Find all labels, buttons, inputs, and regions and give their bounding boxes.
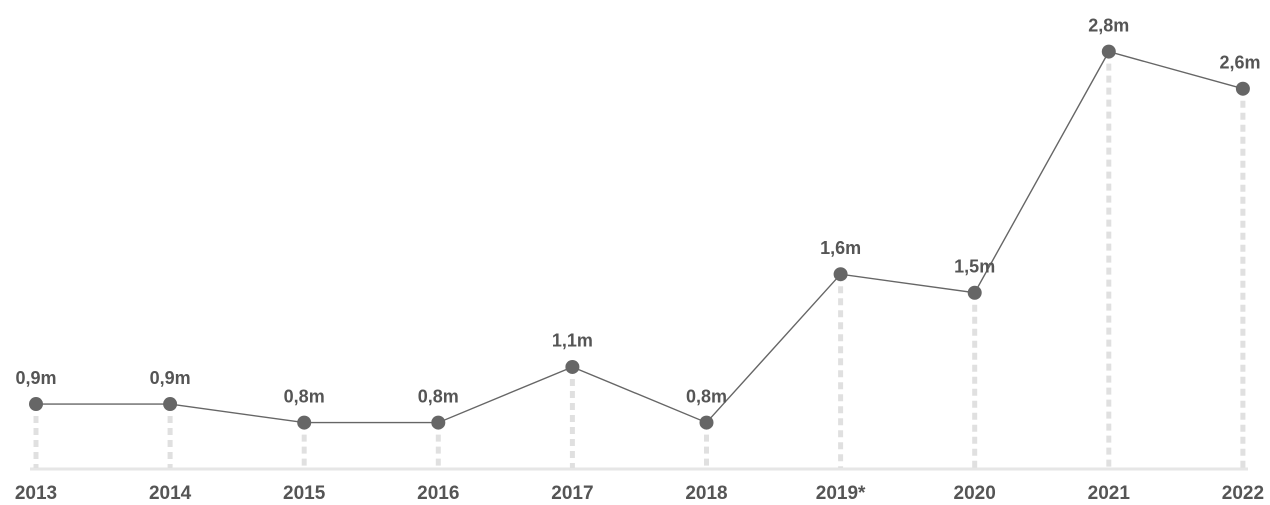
data-label: 0,9m [15,368,56,388]
x-tick-label: 2013 [15,483,57,504]
data-point [967,285,982,300]
data-point [163,397,178,412]
x-tick-label: 2018 [685,483,727,504]
data-point [833,267,848,282]
data-label: 0,8m [418,386,459,406]
data-point [431,415,446,430]
x-tick-label: 2014 [149,483,192,504]
data-label: 0,8m [284,386,325,406]
data-label: 0,8m [686,386,727,406]
data-label: 2,6m [1219,52,1260,72]
x-tick-label: 2021 [1088,483,1131,504]
data-label: 1,6m [820,238,861,258]
data-point [297,415,312,430]
x-tick-label: 2022 [1222,483,1264,504]
x-tick-label: 2019* [816,483,866,504]
data-label: 2,8m [1088,15,1129,35]
data-point [699,415,714,430]
data-label: 1,1m [552,331,593,351]
data-point [29,397,43,412]
x-tick-label: 2015 [283,483,326,504]
x-tick-label: 2016 [417,483,459,504]
data-point [1235,81,1250,96]
data-label: 0,9m [150,368,191,388]
x-tick-label: 2020 [954,483,996,504]
data-point [565,359,580,374]
data-point [1101,44,1116,59]
data-label: 1,5m [954,257,995,277]
data-line [36,50,1244,424]
x-tick-label: 2017 [551,483,593,504]
